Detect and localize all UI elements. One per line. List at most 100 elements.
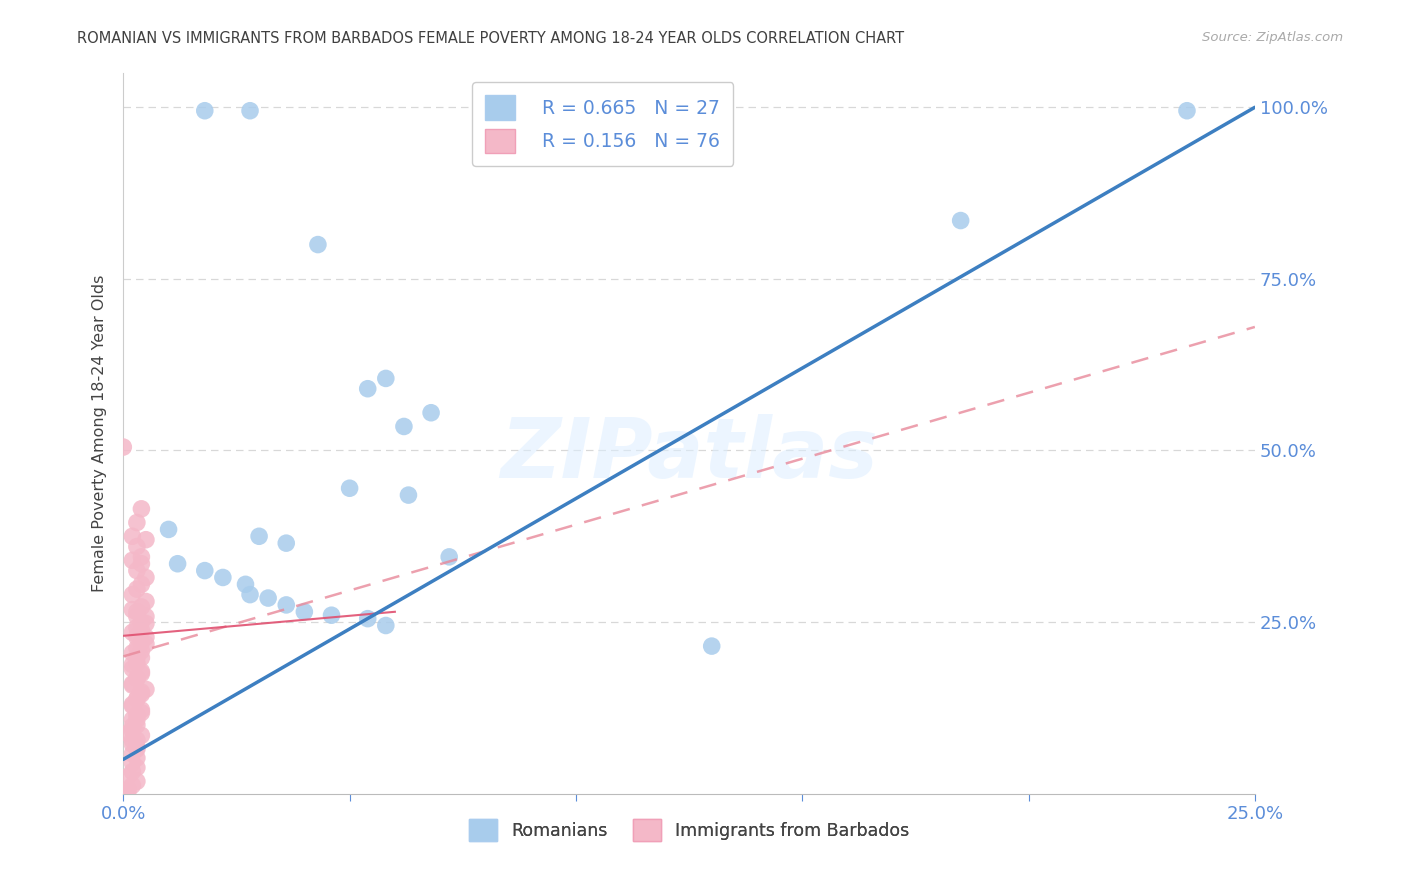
Point: [121, 646, 143, 660]
Point: [121, 713, 143, 727]
Point: [135, 616, 157, 631]
Point: [357, 382, 380, 396]
Point: [157, 523, 180, 537]
Point: [125, 621, 148, 635]
Point: [117, 726, 139, 740]
Point: [194, 103, 217, 118]
Point: [247, 529, 270, 543]
Point: [131, 557, 153, 571]
Text: ZIPatlas: ZIPatlas: [501, 415, 877, 495]
Point: [131, 685, 153, 699]
Point: [125, 774, 148, 789]
Point: [131, 549, 153, 564]
Point: [125, 605, 148, 619]
Point: [307, 237, 329, 252]
Point: [135, 637, 157, 651]
Point: [121, 553, 143, 567]
Point: [125, 630, 148, 644]
Point: [121, 737, 143, 751]
Text: Source: ZipAtlas.com: Source: ZipAtlas.com: [1202, 31, 1343, 45]
Point: [125, 657, 148, 671]
Point: [131, 687, 153, 701]
Point: [121, 723, 143, 738]
Point: [131, 615, 153, 629]
Point: [135, 570, 157, 584]
Point: [1175, 103, 1198, 118]
Point: [166, 557, 188, 571]
Point: [374, 371, 396, 385]
Point: [112, 440, 135, 454]
Point: [321, 608, 343, 623]
Text: ROMANIAN VS IMMIGRANTS FROM BARBADOS FEMALE POVERTY AMONG 18-24 YEAR OLDS CORREL: ROMANIAN VS IMMIGRANTS FROM BARBADOS FEM…: [77, 31, 904, 46]
Point: [125, 733, 148, 747]
Point: [121, 662, 143, 676]
Point: [125, 671, 148, 685]
Point: [125, 718, 148, 732]
Point: [121, 657, 143, 672]
Point: [135, 533, 157, 547]
Point: [125, 713, 148, 727]
Legend: Romanians, Immigrants from Barbados: Romanians, Immigrants from Barbados: [460, 810, 918, 850]
Point: [125, 540, 148, 554]
Point: [125, 739, 148, 754]
Point: [121, 529, 143, 543]
Point: [121, 764, 143, 779]
Point: [437, 549, 460, 564]
Point: [339, 481, 361, 495]
Point: [121, 747, 143, 761]
Point: [135, 682, 157, 697]
Point: [700, 639, 723, 653]
Point: [125, 742, 148, 756]
Point: [131, 728, 153, 742]
Point: [131, 501, 153, 516]
Point: [135, 609, 157, 624]
Point: [125, 707, 148, 722]
Point: [131, 644, 153, 658]
Point: [357, 612, 380, 626]
Point: [117, 785, 139, 799]
Point: [398, 488, 420, 502]
Point: [125, 609, 148, 624]
Point: [257, 591, 280, 605]
Point: [131, 624, 153, 638]
Point: [125, 761, 148, 775]
Point: [131, 666, 153, 681]
Point: [121, 677, 143, 691]
Point: [121, 678, 143, 692]
Point: [125, 516, 148, 530]
Point: [949, 213, 972, 227]
Point: [194, 564, 217, 578]
Point: [117, 770, 139, 784]
Point: [125, 564, 148, 578]
Point: [392, 419, 415, 434]
Point: [121, 625, 143, 640]
Point: [125, 671, 148, 685]
Point: [131, 599, 153, 614]
Point: [121, 603, 143, 617]
Point: [117, 782, 139, 797]
Point: [135, 594, 157, 608]
Point: [125, 692, 148, 706]
Point: [276, 536, 298, 550]
Point: [121, 698, 143, 712]
Point: [125, 641, 148, 656]
Point: [131, 706, 153, 720]
Point: [276, 598, 298, 612]
Point: [131, 635, 153, 649]
Point: [121, 698, 143, 713]
Point: [112, 784, 135, 798]
Point: [212, 570, 235, 584]
Point: [125, 751, 148, 765]
Point: [235, 577, 257, 591]
Point: [131, 703, 153, 717]
Point: [292, 605, 315, 619]
Point: [121, 719, 143, 733]
Point: [125, 582, 148, 596]
Point: [121, 779, 143, 793]
Point: [131, 650, 153, 665]
Point: [121, 756, 143, 770]
Point: [374, 618, 396, 632]
Point: [135, 630, 157, 644]
Point: [121, 588, 143, 602]
Point: [239, 588, 262, 602]
